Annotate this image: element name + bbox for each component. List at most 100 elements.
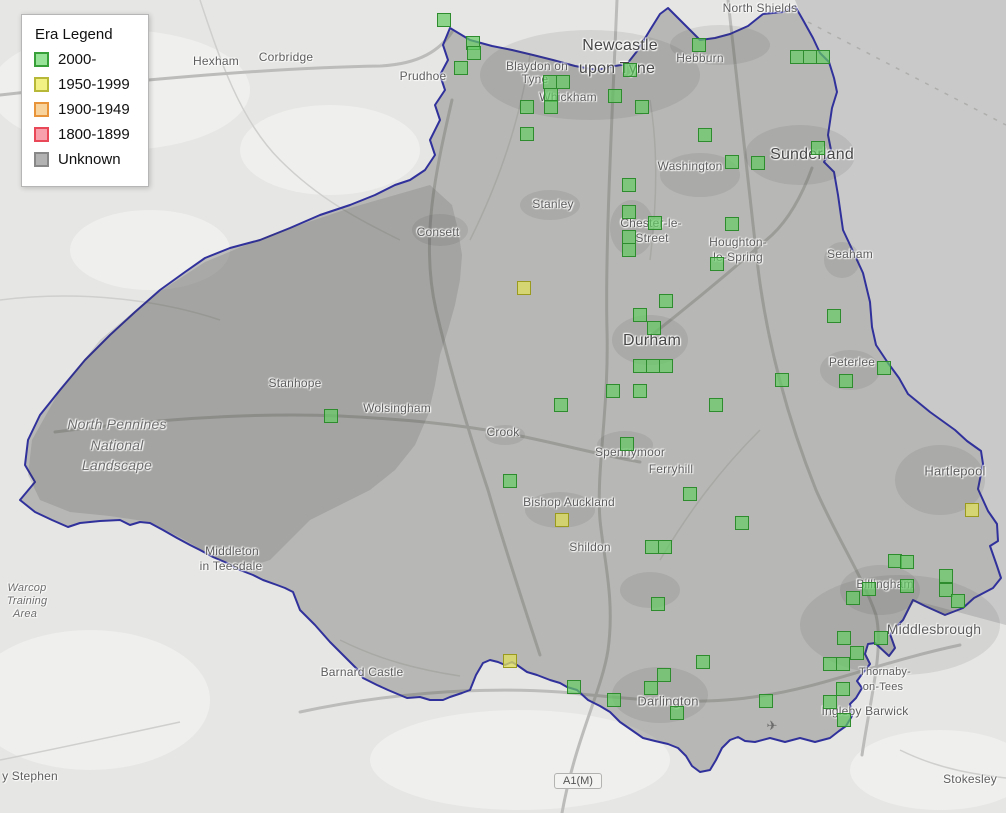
era-marker-2000[interactable] <box>554 398 568 412</box>
era-marker-2000[interactable] <box>900 579 914 593</box>
urban-areas <box>412 25 1000 723</box>
legend-item-label: 2000- <box>58 51 97 68</box>
era-marker-2000[interactable] <box>827 309 841 323</box>
legend-item: Unknown <box>34 151 130 168</box>
road-shield-a1m: A1(M) <box>554 773 602 789</box>
legend-swatch-icon <box>34 52 49 67</box>
legend-item: 1800-1899 <box>34 126 130 143</box>
era-marker-1950-1999[interactable] <box>503 654 517 668</box>
era-marker-2000[interactable] <box>816 50 830 64</box>
era-marker-2000[interactable] <box>725 217 739 231</box>
era-marker-2000[interactable] <box>622 205 636 219</box>
era-marker-2000[interactable] <box>939 569 953 583</box>
era-marker-2000[interactable] <box>692 38 706 52</box>
era-marker-2000[interactable] <box>874 631 888 645</box>
era-marker-2000[interactable] <box>862 582 876 596</box>
era-marker-2000[interactable] <box>696 655 710 669</box>
era-marker-2000[interactable] <box>556 75 570 89</box>
ferry-route-line <box>807 21 1006 126</box>
era-marker-2000[interactable] <box>725 155 739 169</box>
era-marker-2000[interactable] <box>709 398 723 412</box>
era-marker-2000[interactable] <box>645 540 659 554</box>
era-marker-2000[interactable] <box>836 682 850 696</box>
era-marker-2000[interactable] <box>823 695 837 709</box>
era-marker-2000[interactable] <box>837 713 851 727</box>
era-marker-2000[interactable] <box>633 308 647 322</box>
legend-swatch-icon <box>34 127 49 142</box>
sea <box>795 0 1006 625</box>
era-marker-2000[interactable] <box>710 257 724 271</box>
minor-roads <box>0 0 1006 779</box>
legend-swatch-icon <box>34 77 49 92</box>
era-marker-2000[interactable] <box>759 694 773 708</box>
north-pennines-area <box>28 185 462 568</box>
era-marker-2000[interactable] <box>823 657 837 671</box>
legend-swatch-icon <box>34 102 49 117</box>
era-marker-2000[interactable] <box>454 61 468 75</box>
era-marker-2000[interactable] <box>520 127 534 141</box>
era-marker-2000[interactable] <box>751 156 765 170</box>
era-marker-2000[interactable] <box>635 100 649 114</box>
era-marker-2000[interactable] <box>877 361 891 375</box>
era-marker-2000[interactable] <box>606 384 620 398</box>
era-marker-2000[interactable] <box>837 631 851 645</box>
legend-item-label: 1900-1949 <box>58 101 130 118</box>
era-marker-2000[interactable] <box>803 50 817 64</box>
era-marker-2000[interactable] <box>651 597 665 611</box>
era-marker-2000[interactable] <box>608 89 622 103</box>
era-marker-2000[interactable] <box>544 100 558 114</box>
era-marker-2000[interactable] <box>790 50 804 64</box>
legend-item-label: 1800-1899 <box>58 126 130 143</box>
era-marker-2000[interactable] <box>900 555 914 569</box>
county-boundary <box>19 5 1002 773</box>
legend-item: 2000- <box>34 51 130 68</box>
era-marker-2000[interactable] <box>659 294 673 308</box>
era-marker-2000[interactable] <box>324 409 338 423</box>
era-marker-2000[interactable] <box>467 46 481 60</box>
legend-swatch-icon <box>34 152 49 167</box>
legend-items: 2000- 1950-1999 1900-1949 1800-1899 Unknown <box>34 51 130 168</box>
era-marker-2000[interactable] <box>658 540 672 554</box>
era-marker-2000[interactable] <box>633 384 647 398</box>
era-marker-1950-1999[interactable] <box>555 513 569 527</box>
era-marker-1950-1999[interactable] <box>965 503 979 517</box>
era-marker-2000[interactable] <box>659 359 673 373</box>
era-marker-2000[interactable] <box>670 706 684 720</box>
era-marker-2000[interactable] <box>939 583 953 597</box>
era-marker-2000[interactable] <box>683 487 697 501</box>
era-marker-2000[interactable] <box>437 13 451 27</box>
era-marker-2000[interactable] <box>622 178 636 192</box>
legend-item-label: 1950-1999 <box>58 76 130 93</box>
legend-item: 1950-1999 <box>34 76 130 93</box>
era-marker-2000[interactable] <box>644 681 658 695</box>
era-marker-2000[interactable] <box>520 100 534 114</box>
era-marker-2000[interactable] <box>622 243 636 257</box>
era-marker-2000[interactable] <box>622 230 636 244</box>
era-marker-2000[interactable] <box>698 128 712 142</box>
era-marker-2000[interactable] <box>775 373 789 387</box>
era-marker-2000[interactable] <box>648 216 662 230</box>
era-marker-2000[interactable] <box>567 680 581 694</box>
era-marker-2000[interactable] <box>646 359 660 373</box>
era-legend: Era Legend 2000- 1950-1999 1900-1949 1800-1… <box>21 14 149 187</box>
era-marker-2000[interactable] <box>623 63 637 77</box>
legend-item: 1900-1949 <box>34 101 130 118</box>
era-marker-2000[interactable] <box>846 591 860 605</box>
era-marker-2000[interactable] <box>657 668 671 682</box>
era-marker-2000[interactable] <box>735 516 749 530</box>
era-marker-1950-1999[interactable] <box>517 281 531 295</box>
legend-title: Era Legend <box>35 26 113 43</box>
era-marker-2000[interactable] <box>543 75 557 89</box>
era-marker-2000[interactable] <box>951 594 965 608</box>
era-marker-2000[interactable] <box>633 359 647 373</box>
era-marker-2000[interactable] <box>836 657 850 671</box>
era-marker-2000[interactable] <box>811 141 825 155</box>
era-marker-2000[interactable] <box>620 437 634 451</box>
era-marker-2000[interactable] <box>503 474 517 488</box>
era-marker-2000[interactable] <box>647 321 661 335</box>
era-marker-2000[interactable] <box>850 646 864 660</box>
era-marker-2000[interactable] <box>839 374 853 388</box>
era-marker-2000[interactable] <box>607 693 621 707</box>
